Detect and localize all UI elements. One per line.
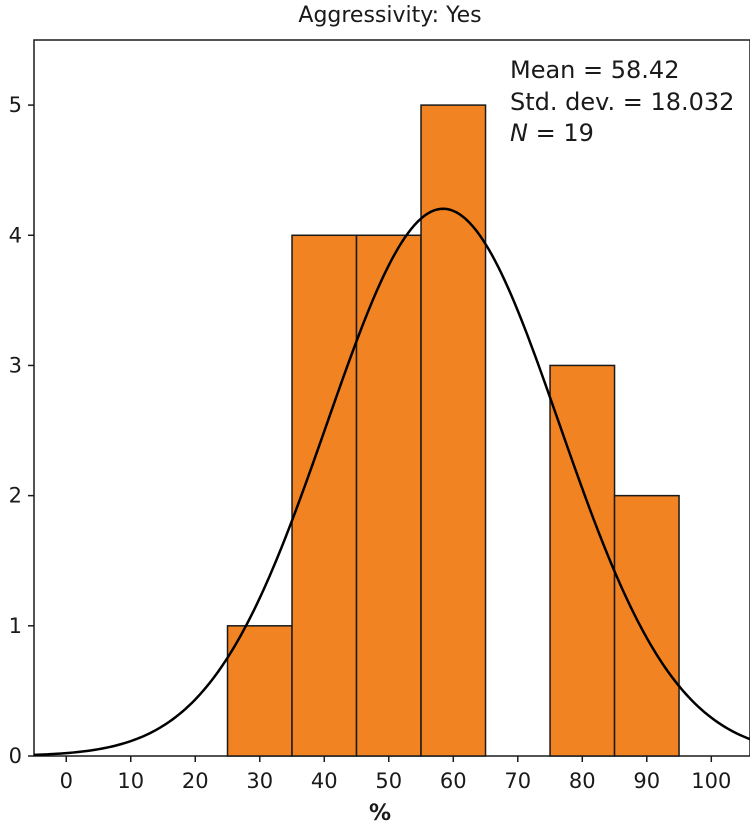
y-tick-label: 0 (9, 744, 22, 768)
histogram-bar-85-95 (613, 494, 680, 757)
y-tick-label: 5 (9, 93, 22, 117)
stat-n-symbol: N (510, 119, 528, 147)
x-tick-label: 80 (569, 769, 596, 793)
stat-std-dev: Std. dev. = 18.032 (510, 88, 734, 116)
chart-title: Aggressivity: Yes (298, 3, 481, 28)
x-tick-label: 30 (246, 769, 273, 793)
histogram-bar-25-35 (226, 625, 293, 757)
x-tick-label: 90 (633, 769, 660, 793)
stat-n-value: = 19 (528, 119, 594, 147)
x-tick-label: 100 (691, 769, 731, 793)
x-axis-ticks: 0 10 20 30 40 50 60 70 80 90 100 (60, 756, 731, 793)
x-axis-label: % (369, 801, 391, 826)
histogram-bar-45-55 (355, 234, 422, 757)
histogram-bar-55-65 (420, 104, 487, 757)
histogram-bars (226, 104, 680, 757)
stat-n: N = 19 (510, 119, 594, 147)
y-tick-label: 4 (9, 223, 22, 247)
x-tick-label: 20 (182, 769, 209, 793)
x-tick-label: 70 (504, 769, 531, 793)
y-axis-ticks: 0 1 2 3 4 5 (9, 93, 34, 768)
x-tick-label: 60 (440, 769, 467, 793)
stats-box: Mean = 58.42 Std. dev. = 18.032 N = 19 (510, 56, 734, 147)
y-tick-label: 1 (9, 614, 22, 638)
stat-mean: Mean = 58.42 (510, 56, 679, 84)
y-tick-label: 2 (9, 484, 22, 508)
x-tick-label: 10 (117, 769, 144, 793)
normal-curve (33, 207, 750, 757)
x-tick-label: 0 (60, 769, 73, 793)
x-tick-label: 50 (375, 769, 402, 793)
x-tick-label: 40 (311, 769, 338, 793)
y-tick-label: 3 (9, 353, 22, 377)
